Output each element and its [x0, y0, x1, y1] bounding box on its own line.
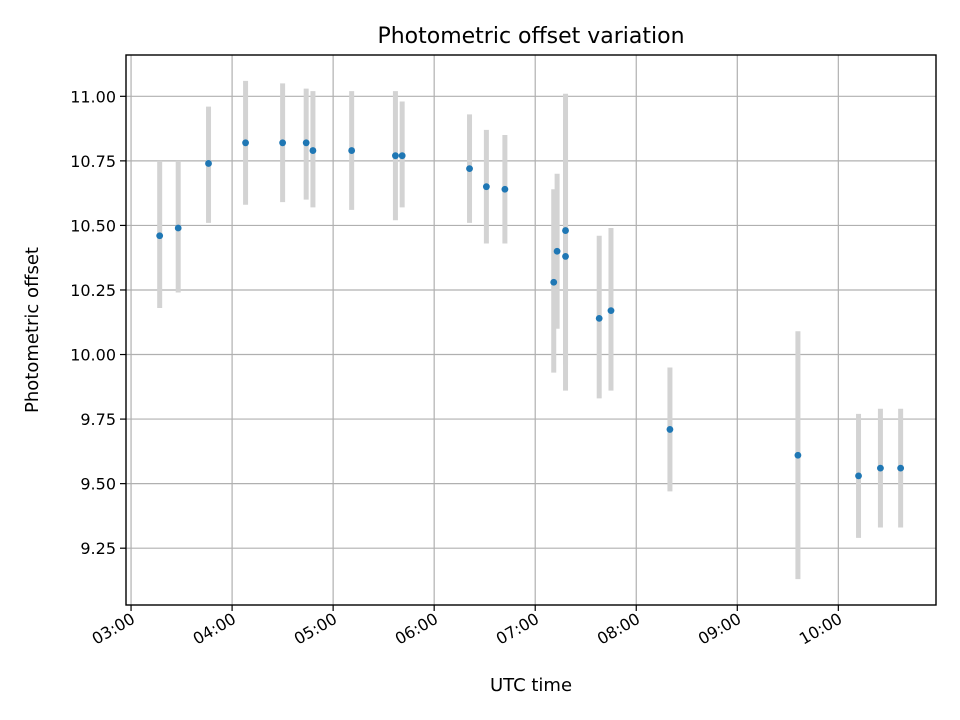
y-tick-label: 9.50 — [80, 475, 116, 494]
plot-frame — [125, 54, 937, 606]
y-tick-7: 11.00 — [70, 87, 126, 106]
y-tick-label: 10.50 — [70, 216, 116, 235]
data-point-7 — [348, 147, 356, 154]
x-axis-ticks: 03:00 04:00 05:00 06:00 07:00 08:00 09:00 10:00 — [89, 605, 845, 649]
y-tick-label: 9.25 — [80, 539, 116, 558]
data-point-10 — [466, 165, 473, 173]
errorbars — [157, 80, 904, 580]
data-point-15 — [562, 227, 569, 234]
data-point-14 — [553, 247, 561, 255]
x-tick-3: 06:00 — [392, 605, 441, 649]
x-tick-1: 04:00 — [190, 605, 239, 649]
y-axis-ticks: 9.25 9.50 9.75 10.00 10.25 10.50 10.75 11.00 — [70, 87, 126, 558]
x-tick-7: 10:00 — [796, 605, 845, 649]
x-tick-label: 08:00 — [594, 609, 643, 649]
x-tick-label: 04:00 — [190, 609, 239, 649]
x-tick-6: 09:00 — [695, 605, 744, 649]
x-tick-label: 06:00 — [392, 609, 441, 649]
x-tick-5: 08:00 — [594, 605, 643, 649]
x-tick-label: 07:00 — [493, 609, 542, 649]
y-tick-label: 10.75 — [70, 152, 116, 171]
data-point-20 — [794, 451, 802, 459]
data-point-11 — [482, 183, 490, 191]
data-point-21 — [855, 472, 862, 480]
y-tick-4: 10.25 — [70, 281, 126, 300]
x-tick-4: 07:00 — [493, 605, 542, 649]
data-point-5 — [302, 139, 310, 147]
y-tick-0: 9.25 — [80, 539, 126, 558]
data-point-1 — [174, 224, 182, 232]
data-point-13 — [550, 278, 558, 286]
data-point-3 — [242, 139, 249, 147]
data-point-17 — [595, 314, 603, 322]
data-point-0 — [156, 232, 164, 240]
data-point-9 — [398, 152, 406, 160]
data-point-2 — [205, 160, 212, 167]
grid — [126, 55, 936, 605]
y-tick-2: 9.75 — [80, 410, 126, 429]
y-axis-label: Photometric offset — [22, 247, 43, 413]
y-tick-label: 10.00 — [70, 346, 116, 365]
y-tick-6: 10.75 — [70, 152, 126, 171]
data-point-18 — [607, 307, 615, 315]
y-tick-5: 10.50 — [70, 216, 126, 235]
data-point-19 — [666, 426, 674, 433]
y-tick-3: 10.00 — [70, 346, 126, 365]
data-point-8 — [392, 152, 399, 160]
x-tick-label: 03:00 — [89, 609, 138, 649]
data-point-23 — [897, 464, 905, 472]
chart-title: Photometric offset variation — [377, 24, 684, 49]
data-points — [156, 139, 905, 480]
x-tick-2: 05:00 — [291, 605, 340, 649]
data-point-12 — [501, 185, 509, 193]
x-tick-label: 10:00 — [796, 609, 845, 649]
data-point-16 — [562, 253, 569, 260]
x-axis-label: UTC time — [490, 675, 572, 696]
y-tick-label: 11.00 — [70, 87, 116, 106]
data-point-4 — [279, 139, 287, 147]
y-tick-label: 10.25 — [70, 281, 116, 300]
x-tick-label: 09:00 — [695, 609, 744, 649]
y-tick-1: 9.50 — [80, 475, 126, 494]
x-tick-label: 05:00 — [291, 609, 340, 649]
y-tick-label: 9.75 — [80, 410, 116, 429]
data-point-6 — [309, 147, 317, 154]
data-point-22 — [877, 464, 884, 472]
x-tick-0: 03:00 — [89, 605, 138, 649]
